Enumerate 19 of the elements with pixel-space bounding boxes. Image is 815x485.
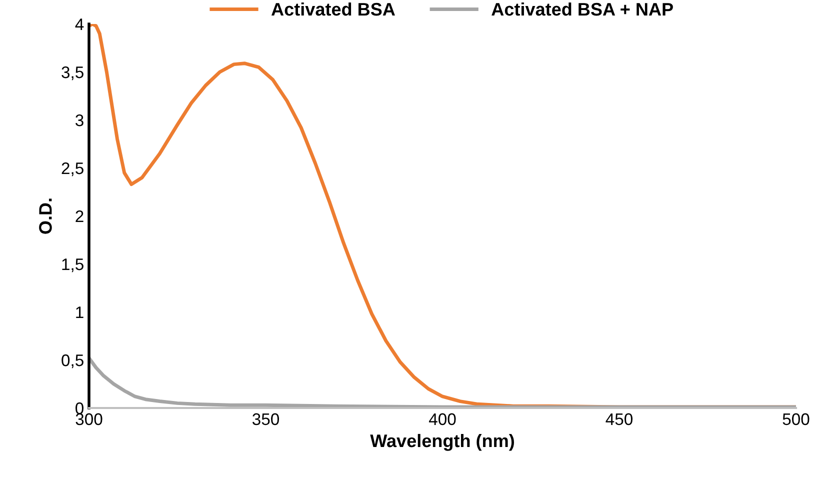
y-tick-label: 4 (75, 18, 84, 30)
x-tick-label: 500 (782, 413, 810, 426)
x-tick-label: 350 (252, 413, 280, 426)
x-tick-label: 400 (428, 413, 456, 426)
y-tick-label: 2 (76, 210, 84, 222)
line-series (89, 356, 796, 408)
x-tick-label: 450 (606, 413, 633, 426)
y-tick-label: 0 (76, 402, 84, 414)
x-tick-label: 300 (76, 413, 102, 426)
y-tick-label: 1,5 (62, 258, 84, 272)
y-tick-label: 3 (76, 114, 84, 126)
y-tick-label: 0,5 (62, 354, 84, 368)
legend-label: Activated BSA + NAP (492, 2, 673, 16)
y-tick-label: 2,5 (62, 162, 84, 176)
x-axis-title: Wavelength (nm) (370, 434, 514, 451)
y-axis-title: O.D. (39, 198, 52, 234)
y-tick-label: 3,5 (62, 66, 84, 80)
legend-label: Activated BSA (271, 2, 395, 16)
y-tick-label: 1 (76, 306, 84, 318)
